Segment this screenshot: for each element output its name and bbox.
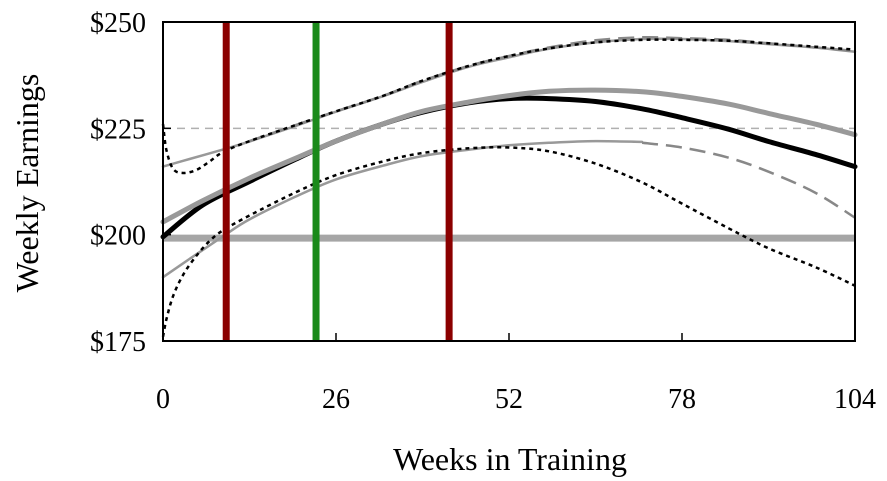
y-axis-title: Weekly Earnings xyxy=(9,74,45,293)
series-line-6 xyxy=(161,38,856,175)
series-layer xyxy=(160,35,858,337)
series-line-7 xyxy=(161,146,856,337)
series-line-4 xyxy=(641,141,856,219)
x-axis-title: Weeks in Training xyxy=(393,441,627,477)
y-tick-label: $225 xyxy=(90,114,146,145)
series-line-0 xyxy=(160,95,858,240)
x-tick-label: 0 xyxy=(156,384,170,415)
x-tick-label: 26 xyxy=(322,384,350,415)
x-tick-label: 104 xyxy=(834,384,876,415)
series-line-1 xyxy=(160,87,858,225)
y-tick-label: $200 xyxy=(90,221,146,252)
x-tick-label: 52 xyxy=(495,384,523,415)
x-tick-label: 78 xyxy=(668,384,696,415)
reference-lines xyxy=(163,127,855,242)
vertical-markers xyxy=(222,22,453,341)
y-tick-label: $175 xyxy=(90,327,146,358)
plot-area-frame xyxy=(162,21,856,342)
axis-ticks: 0 26 52 78 104 $175 $200 $225 $250 xyxy=(90,8,876,415)
y-tick-label: $250 xyxy=(90,8,146,39)
series-line-3 xyxy=(161,139,644,279)
series-line-5 xyxy=(249,35,856,143)
